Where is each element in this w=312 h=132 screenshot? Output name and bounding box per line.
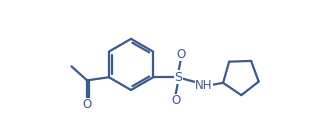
- Text: S: S: [174, 71, 182, 84]
- Text: O: O: [171, 94, 180, 107]
- Text: NH: NH: [195, 79, 212, 93]
- Text: O: O: [176, 48, 185, 61]
- Text: O: O: [82, 98, 92, 111]
